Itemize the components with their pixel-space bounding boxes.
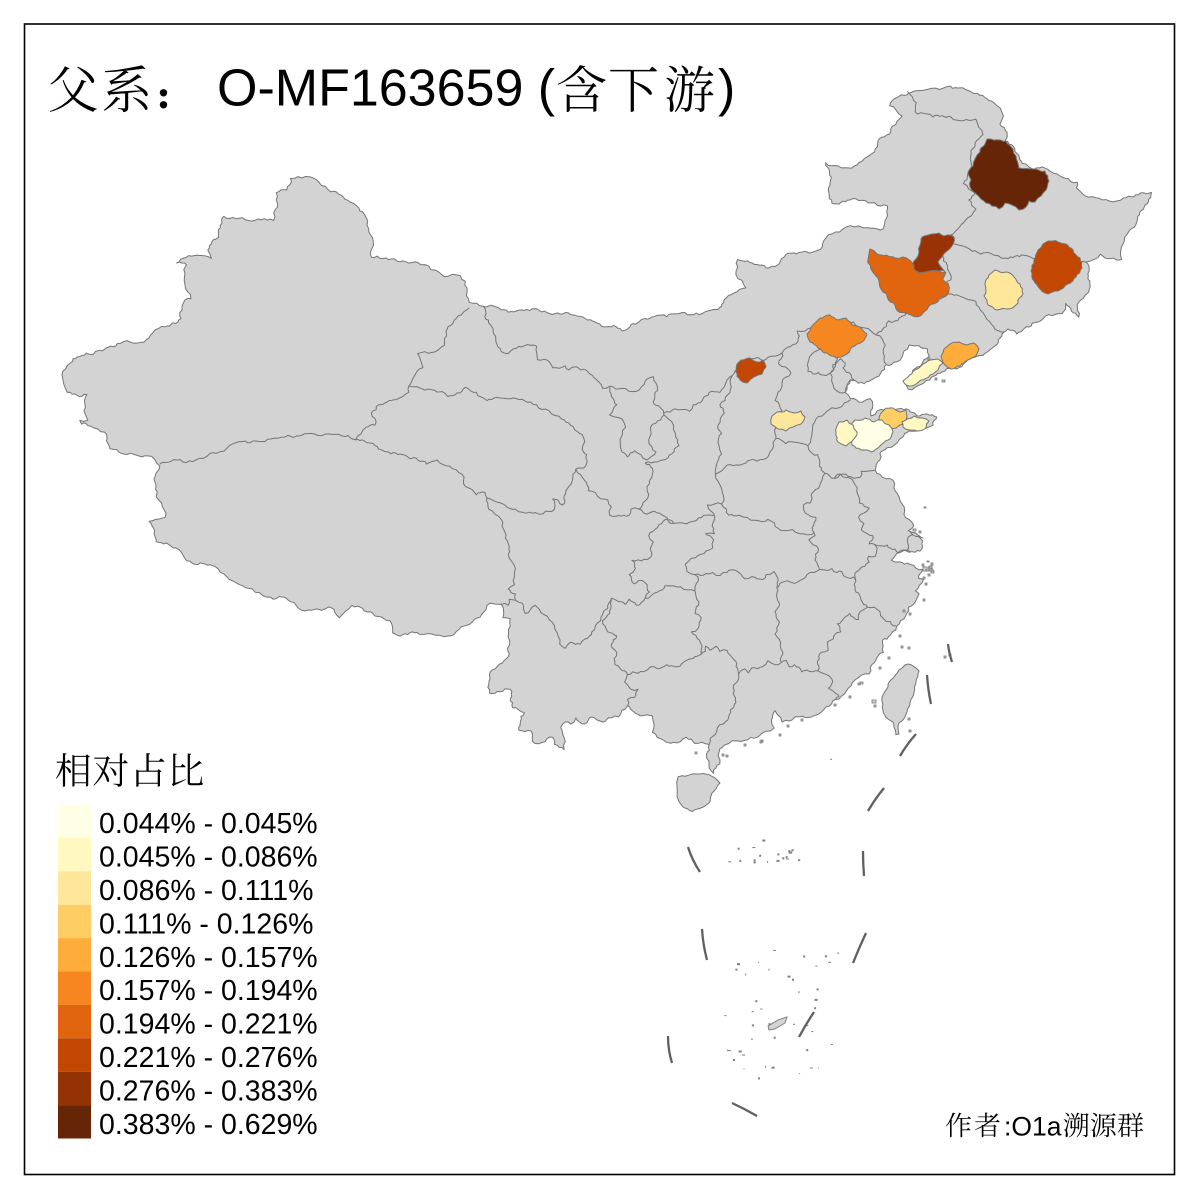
svg-text:0.044% - 0.045%: 0.044% - 0.045% [99, 808, 318, 840]
svg-text:O-MF163659 (: O-MF163659 ( [217, 60, 556, 118]
svg-text:0.157% - 0.194%: 0.157% - 0.194% [99, 975, 318, 1007]
svg-text:0.111% - 0.126%: 0.111% - 0.126% [99, 908, 313, 940]
svg-text:0.276% - 0.383%: 0.276% - 0.383% [99, 1075, 318, 1107]
svg-text:0.086% - 0.111%: 0.086% - 0.111% [99, 875, 313, 907]
svg-text:0.383% - 0.629%: 0.383% - 0.629% [99, 1109, 318, 1141]
svg-text:0.221% - 0.276%: 0.221% - 0.276% [99, 1042, 318, 1074]
svg-text:0.126% - 0.157%: 0.126% - 0.157% [99, 942, 318, 974]
svg-text:0.194% - 0.221%: 0.194% - 0.221% [99, 1009, 318, 1041]
svg-text:0.045% - 0.086%: 0.045% - 0.086% [99, 842, 318, 874]
svg-text::O1a: :O1a [1004, 1112, 1062, 1142]
svg-text:): ) [718, 60, 735, 118]
